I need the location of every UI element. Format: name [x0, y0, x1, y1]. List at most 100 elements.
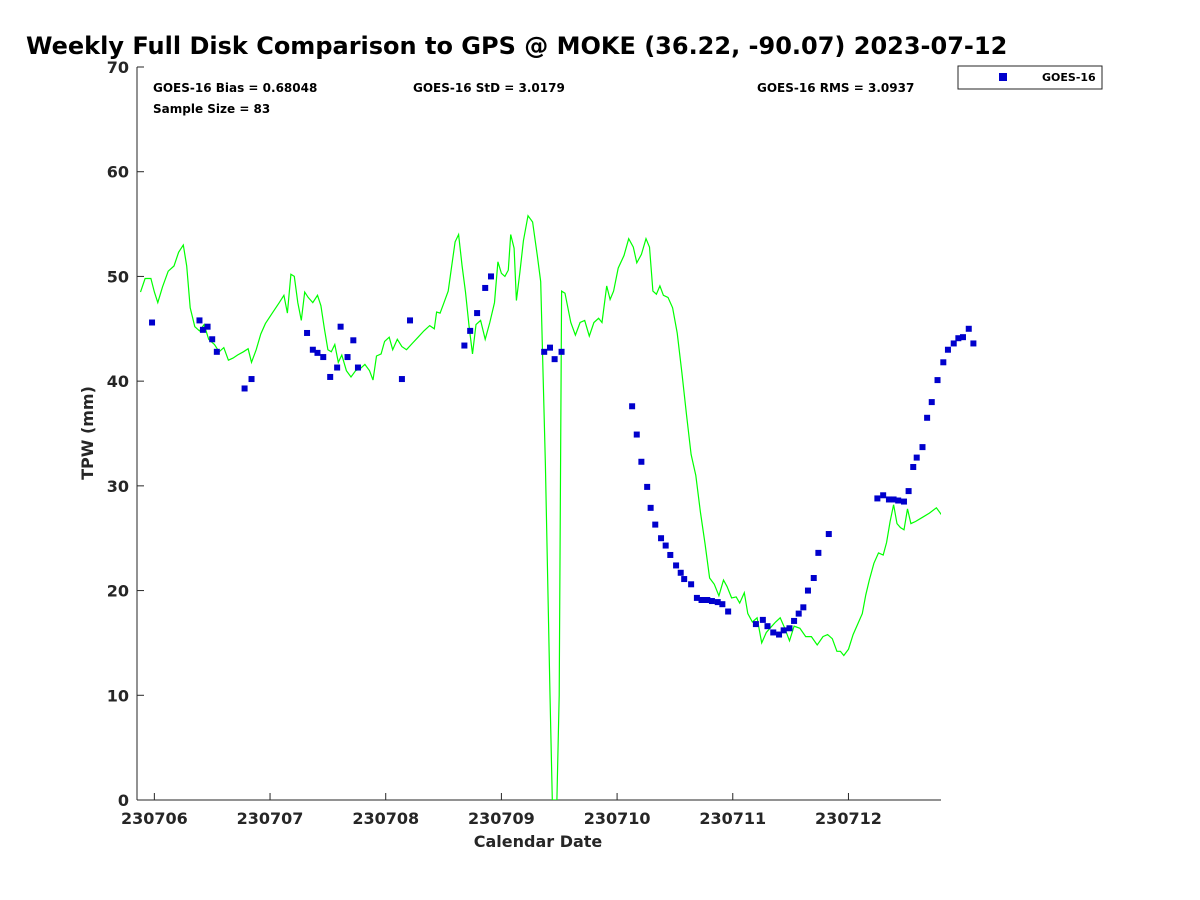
goes-16-point [815, 549, 822, 556]
legend-box [957, 65, 1103, 90]
goes-16-point [791, 617, 798, 624]
y-axis: 0 10 20 30 40 50 60 70 [107, 58, 144, 810]
series-gps [139, 214, 941, 800]
goes-16-point [407, 317, 414, 324]
goes-16-point [919, 444, 926, 451]
goes-16-point [209, 336, 216, 343]
goes-16-point [880, 492, 887, 499]
goes-16-point [900, 498, 907, 505]
goes-16-point [924, 414, 931, 421]
stat-rms: GOES-16 RMS = 3.0937 [757, 81, 914, 95]
y-axis-label: TPW (mm) [78, 386, 97, 480]
goes-16-point [213, 348, 220, 355]
goes-16-point [965, 325, 972, 332]
goes-16-point [970, 340, 977, 347]
goes-16-point [714, 599, 721, 606]
goes-16-point [708, 598, 715, 605]
goes-16-point [644, 483, 651, 490]
goes-16-point [874, 495, 881, 502]
goes-16-point [647, 504, 654, 511]
goes-16-point [764, 623, 771, 630]
y-tick-label: 40 [107, 372, 129, 391]
goes-16-point [487, 273, 494, 280]
x-tick-label: 230706 [121, 809, 188, 828]
goes-16-point [304, 329, 311, 336]
y-tick-label: 20 [107, 582, 129, 601]
goes-16-point [638, 458, 645, 465]
legend-marker-goes-16 [999, 73, 1007, 81]
goes-16-point [677, 569, 684, 576]
goes-16-point [825, 531, 832, 538]
goes-16-point [950, 340, 957, 347]
goes-16-point [688, 581, 695, 588]
goes-16-point [752, 621, 759, 628]
y-tick-label: 50 [107, 267, 129, 286]
goes-16-point [786, 625, 793, 632]
goes-16-point [204, 323, 211, 330]
stat-std: GOES-16 StD = 3.0179 [413, 81, 565, 95]
goes-16-point [354, 364, 361, 371]
goes-16-point [704, 596, 711, 603]
goes-16-point [558, 348, 565, 355]
legend-label-goes-16: GOES-16 [1042, 71, 1096, 84]
goes-16-point [467, 327, 474, 334]
goes-16-point [804, 587, 811, 594]
goes-16-point [940, 359, 947, 366]
y-tick-label: 30 [107, 477, 129, 496]
gps-line [139, 214, 941, 800]
goes-16-point [959, 334, 966, 341]
x-tick-label: 230712 [815, 809, 882, 828]
goes-16-point [885, 496, 892, 503]
goes-16-point [795, 610, 802, 617]
goes-16-point [309, 346, 316, 353]
goes-16-point [629, 403, 636, 410]
x-tick-label: 230707 [237, 809, 304, 828]
legend: GOES-16 [957, 65, 1103, 90]
y-tick-label: 10 [107, 686, 129, 705]
goes-16-point [474, 310, 481, 317]
goes-16-point [344, 354, 351, 361]
goes-16-point [398, 376, 405, 383]
x-tick-label: 230709 [468, 809, 535, 828]
goes-16-point [667, 551, 674, 558]
goes-16-point [673, 562, 680, 569]
goes-16-point [334, 364, 341, 371]
goes-16-point [248, 376, 255, 383]
goes-16-point [662, 542, 669, 549]
goes-16-point [913, 454, 920, 461]
stat-sample-size: Sample Size = 83 [153, 102, 270, 116]
x-tick-label: 230710 [584, 809, 651, 828]
goes-16-point [934, 377, 941, 384]
y-tick-label: 60 [107, 163, 129, 182]
goes-16-point [314, 349, 321, 356]
goes-16-point [698, 596, 705, 603]
goes-16-point [890, 496, 897, 503]
goes-16-point [895, 497, 902, 504]
x-axis: 230706 230707 230708 230709 230710 230711 2307… [121, 793, 882, 828]
goes-16-point [551, 356, 558, 363]
goes-16-point [780, 627, 787, 634]
chart-title: Weekly Full Disk Comparison to GPS @ MOK… [26, 32, 1007, 60]
goes-16-point [461, 342, 468, 349]
y-tick-label: 0 [118, 791, 129, 810]
goes-16-point [482, 284, 489, 291]
goes-16-point [719, 601, 726, 608]
series-goes-16 [149, 273, 977, 638]
goes-16-point [800, 604, 807, 611]
y-tick-label: 70 [107, 58, 129, 77]
goes-16-point [327, 373, 334, 380]
goes-16-point [350, 337, 357, 344]
x-axis-label: Calendar Date [474, 832, 603, 851]
goes-16-point [320, 354, 327, 361]
goes-16-point [337, 323, 344, 330]
goes-16-point [810, 575, 817, 582]
goes-16-point [196, 317, 203, 324]
goes-16-point [199, 326, 206, 333]
goes-16-point [693, 594, 700, 601]
goes-16-point [770, 629, 777, 636]
goes-16-point [541, 348, 548, 355]
goes-16-point [725, 608, 732, 615]
goes-16-point [944, 346, 951, 353]
